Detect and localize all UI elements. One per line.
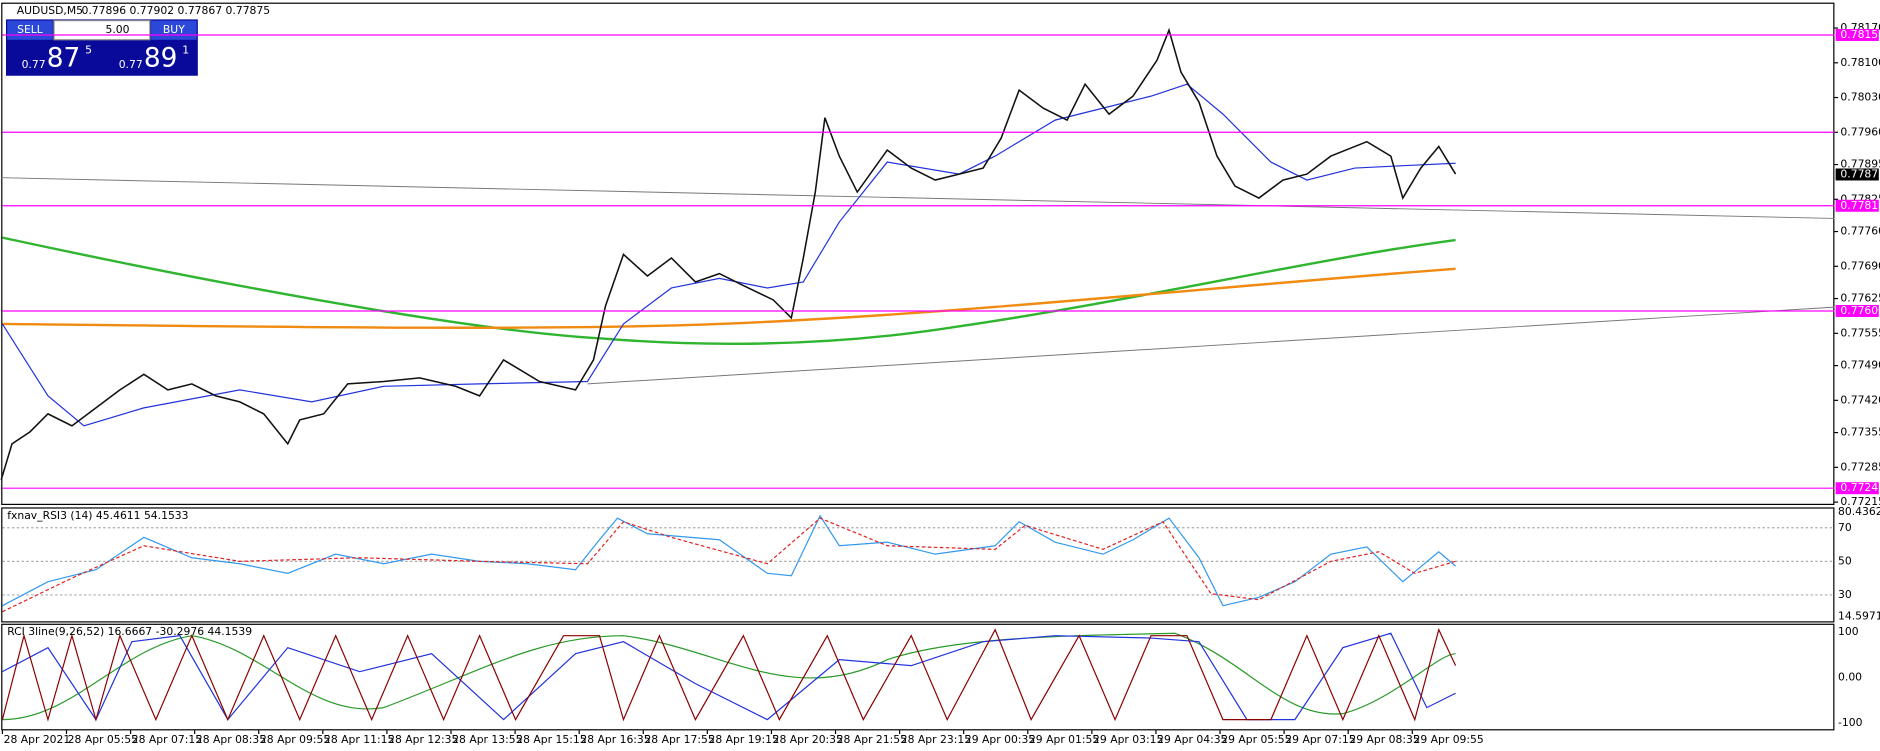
rsi-axis-label: 14.5971	[1838, 609, 1880, 622]
time-label: 29 Apr 08:35	[1349, 733, 1419, 746]
rsi-line	[2, 514, 1456, 607]
sell-sup: 5	[85, 44, 92, 57]
rsi-axis-label: 50	[1838, 554, 1852, 567]
time-label: 29 Apr 01:55	[1029, 733, 1099, 746]
time-label: 29 Apr 00:35	[965, 733, 1035, 746]
time-label: 28 Apr 07:15	[132, 733, 202, 746]
rsi-axis-label: 80.4362	[1838, 505, 1880, 518]
trend-line	[587, 306, 1835, 385]
rci-axis-label: 0.00	[1838, 671, 1862, 684]
rci-short	[1, 627, 1457, 722]
time-label: 28 Apr 17:55	[644, 733, 714, 746]
trade-panel: SELL 5.00 BUY 0.77 87 5 0.77 89 1	[5, 19, 198, 76]
level-tag	[1835, 28, 1879, 41]
time-label: 29 Apr 09:55	[1413, 733, 1483, 746]
main-pane	[1, 2, 1835, 505]
volume-input[interactable]	[53, 20, 151, 41]
price-label: 0.77355	[1840, 426, 1880, 439]
rsi-axis-label: 70	[1838, 521, 1852, 534]
time-label: 28 Apr 16:35	[580, 733, 650, 746]
level-tag	[1835, 199, 1879, 212]
level-tag	[1835, 304, 1879, 317]
time-label: 28 Apr 08:35	[196, 733, 266, 746]
level-label: 0.78156	[1840, 28, 1880, 41]
time-label: 28 Apr 11:15	[324, 733, 394, 746]
rsi-signal	[2, 517, 1456, 613]
ma-green	[2, 236, 1456, 345]
rsi-pane	[1, 507, 1835, 623]
level-label: 0.77243	[1840, 481, 1880, 494]
time-label: 28 Apr 20:35	[773, 733, 843, 746]
ohlc: 0.77896 0.77902 0.77867 0.77875	[82, 4, 271, 17]
time-label: 29 Apr 04:35	[1157, 733, 1227, 746]
price-label: 0.77895	[1840, 158, 1880, 171]
rci-axis-label: 100	[1838, 625, 1859, 638]
time-label: 28 Apr 09:55	[260, 733, 330, 746]
rci-mid	[2, 632, 1456, 721]
buy-big: 89	[144, 43, 178, 73]
price-label: 0.77285	[1840, 460, 1880, 473]
rsi-axis-label: 30	[1838, 588, 1852, 601]
ma-orange	[2, 267, 1456, 329]
time-label: 28 Apr 21:55	[837, 733, 907, 746]
rci-label: RCI 3line(9,26,52) 16.6667 -30.2976 44.1…	[7, 625, 252, 638]
time-label: 29 Apr 03:15	[1093, 733, 1163, 746]
current-tag	[1835, 168, 1879, 181]
sell-big: 87	[47, 43, 81, 73]
time-label: 28 Apr 12:35	[388, 733, 458, 746]
symbol: AUDUSD,M5	[17, 4, 83, 17]
level-label: 0.77812	[1840, 199, 1880, 212]
price-label: 0.77215	[1840, 495, 1880, 508]
rci-axis-label: -100	[1838, 716, 1863, 729]
trend-line	[1, 177, 1835, 219]
time-label: 28 Apr 23:15	[901, 733, 971, 746]
rsi-label: fxnav_RSI3 (14) 45.4611 54.1533	[7, 509, 188, 522]
time-label: 29 Apr 07:15	[1285, 733, 1355, 746]
price-label: 0.77555	[1840, 326, 1880, 339]
time-label: 28 Apr 2021	[4, 733, 71, 746]
rci-pane	[1, 623, 1835, 731]
time-label: 28 Apr 19:15	[709, 733, 779, 746]
price-label: 0.77625	[1840, 292, 1880, 305]
time-label: 29 Apr 05:55	[1221, 733, 1291, 746]
current-price: 0.77875	[1840, 167, 1880, 180]
volume: 5.00	[105, 23, 129, 36]
rci-long	[2, 632, 1456, 721]
time-label: 28 Apr 05:55	[68, 733, 138, 746]
time-label: 28 Apr 15:15	[516, 733, 586, 746]
price-candles	[0, 27, 1457, 481]
ma-blue	[1, 83, 1456, 427]
time-label: 28 Apr 13:55	[452, 733, 522, 746]
sell-prefix: 0.77	[22, 58, 46, 71]
buy-label: BUY	[163, 23, 185, 36]
buy-sup: 1	[182, 44, 189, 57]
buy-prefix: 0.77	[119, 58, 143, 71]
level-tag	[1835, 482, 1879, 495]
sell-label: SELL	[17, 23, 43, 36]
